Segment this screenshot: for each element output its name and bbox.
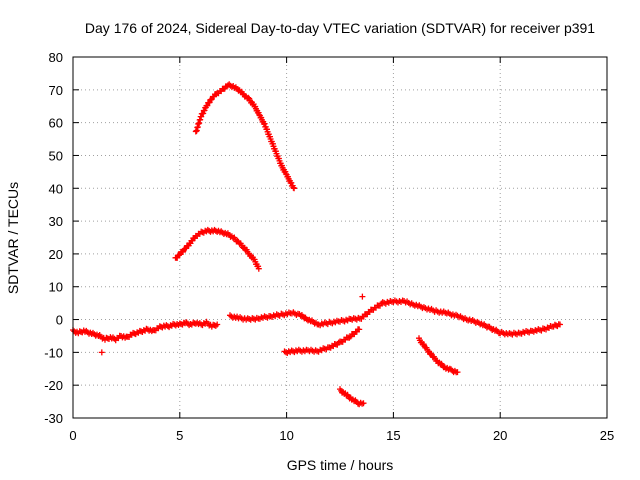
data-point xyxy=(557,321,563,328)
x-tick-label: 5 xyxy=(176,428,183,443)
series-arc-mid xyxy=(172,226,262,272)
axis-ticks xyxy=(72,56,608,419)
data-point xyxy=(245,94,252,101)
data-point xyxy=(175,252,182,259)
x-tick-label: 20 xyxy=(493,428,507,443)
data-point xyxy=(214,321,221,328)
y-tick-label: 60 xyxy=(49,116,63,131)
series-descending-b xyxy=(416,335,461,376)
x-axis-label: GPS time / hours xyxy=(287,457,394,473)
grid xyxy=(73,57,607,418)
x-tick-label: 0 xyxy=(69,428,76,443)
x-tick-label: 10 xyxy=(279,428,293,443)
data-point xyxy=(356,326,363,333)
x-tick-labels: 0 5 10 15 20 25 xyxy=(69,428,614,443)
y-tick-label: -20 xyxy=(44,378,63,393)
series-baseline-b xyxy=(227,297,563,338)
x-tick-label: 25 xyxy=(600,428,614,443)
y-tick-labels: -30 -20 -10 0 10 20 30 40 50 60 70 80 xyxy=(44,50,63,426)
y-tick-label: 50 xyxy=(49,148,63,163)
y-tick-label: 70 xyxy=(49,83,63,98)
y-axis-label: SDTVAR / TECUs xyxy=(5,182,21,294)
series-arc-high xyxy=(192,81,298,192)
y-tick-label: -30 xyxy=(44,411,63,426)
y-tick-label: 40 xyxy=(49,181,63,196)
y-tick-label: 30 xyxy=(49,214,63,229)
series-descending-c xyxy=(337,386,367,408)
chart-title: Day 176 of 2024, Sidereal Day-to-day VTE… xyxy=(85,20,595,36)
series-outlier-a xyxy=(98,349,105,356)
data-point xyxy=(359,293,366,300)
data-point xyxy=(255,265,262,272)
data-point xyxy=(201,107,208,114)
y-tick-label: 10 xyxy=(49,280,63,295)
data-point xyxy=(208,96,215,103)
y-tick-label: 20 xyxy=(49,247,63,262)
data-point xyxy=(98,349,105,356)
data-point xyxy=(291,185,298,192)
y-tick-label: 80 xyxy=(49,50,63,65)
data-point xyxy=(360,400,367,407)
plot-frame xyxy=(72,56,608,419)
data-point xyxy=(454,369,461,376)
y-tick-label: 0 xyxy=(56,313,63,328)
series-outlier-b xyxy=(359,293,366,300)
x-tick-label: 15 xyxy=(386,428,400,443)
series-descending-a xyxy=(281,326,363,356)
y-tick-label: -10 xyxy=(44,345,63,360)
data-points xyxy=(70,81,563,408)
series-baseline-a xyxy=(70,318,221,344)
